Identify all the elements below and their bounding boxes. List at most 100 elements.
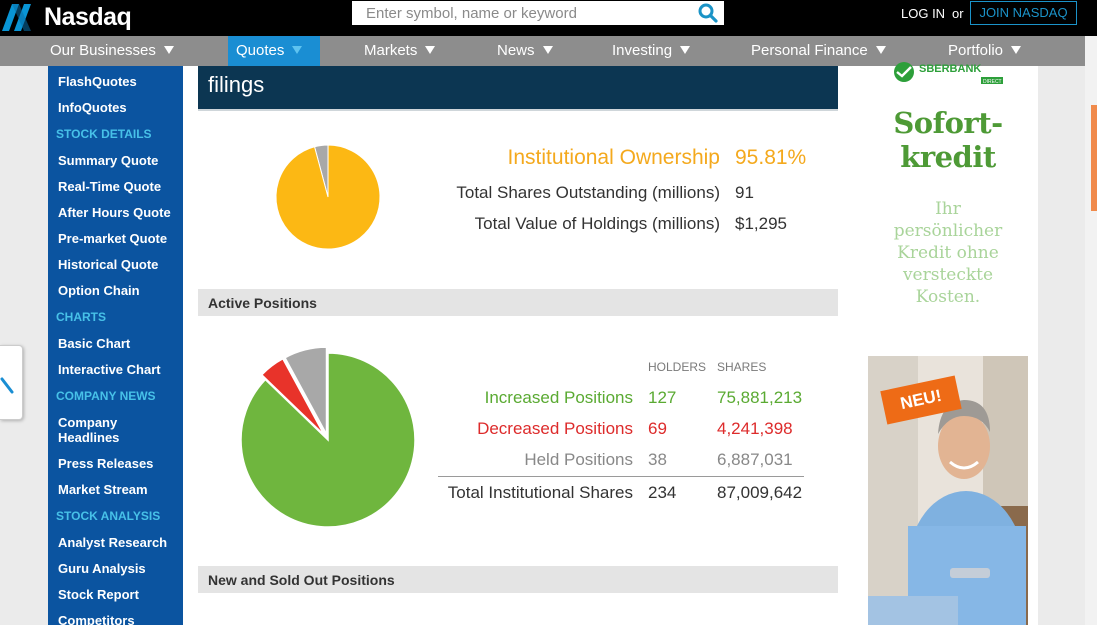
caret-down-icon [1011, 46, 1022, 54]
active-positions-pie [240, 346, 416, 528]
ad-subtext-line: Kredit ohne [897, 243, 999, 263]
sidebar-item-competitors[interactable]: Competitors [58, 613, 135, 625]
nav-news[interactable]: News [497, 36, 553, 66]
nav-our-businesses[interactable]: Our Businesses [50, 36, 174, 66]
sidebar-item-summary-quote[interactable]: Summary Quote [58, 153, 159, 168]
sidebar-item-company-headlines[interactable]: Company Headlines [58, 415, 120, 445]
table-divider [438, 476, 804, 477]
sidebar-item-historical-quote[interactable]: Historical Quote [58, 257, 159, 272]
sidebar-heading-charts: CHARTS [56, 310, 106, 324]
nav-personal-finance[interactable]: Personal Finance [751, 36, 886, 66]
ad-subtext-line: Kosten. [915, 287, 981, 307]
total-shares: 87,009,642 [717, 483, 803, 502]
ad-subtext-line: versteckte [902, 265, 994, 285]
ad-subtext-line: persönlicher [893, 221, 1003, 241]
nav-label: Investing [612, 42, 673, 59]
section-title: Active Positions [208, 295, 317, 311]
nav-investing[interactable]: Investing [612, 36, 691, 66]
pie-slice-held-positions [284, 346, 328, 435]
caret-down-icon [542, 46, 553, 54]
active-positions-header: Active Positions [198, 289, 838, 316]
sidebar-item-guru-analysis[interactable]: Guru Analysis [58, 561, 146, 576]
increased-holders: 127 [648, 388, 677, 407]
shares-outstanding-label: Total Shares Outstanding (millions) [456, 183, 720, 202]
decreased-holders: 69 [648, 419, 667, 438]
sidebar-item-interactive-chart[interactable]: Interactive Chart [58, 362, 161, 377]
ad-subtext: Ihr persönlicher Kredit ohne versteckte … [868, 198, 1028, 308]
sidebar-item-infoquotes[interactable]: InfoQuotes [58, 100, 127, 115]
section-title: New and Sold Out Positions [208, 572, 395, 588]
sidebar-item-real-time-quote[interactable]: Real-Time Quote [58, 179, 162, 194]
nav-label: Markets [364, 42, 418, 59]
brand-name: Nasdaq [44, 2, 132, 31]
held-holders: 38 [648, 450, 667, 469]
decreased-shares: 4,241,398 [717, 419, 793, 438]
ad-headline-line: kredit [900, 140, 996, 174]
top-bar: Nasdaq LOG IN or JOIN NASDAQ [0, 0, 1097, 36]
shares-outstanding-value: 91 [735, 183, 754, 202]
pencil-icon [0, 377, 14, 394]
increased-positions-label: Increased Positions [484, 388, 633, 407]
institutional-ownership-pie [275, 144, 381, 250]
caret-down-icon [425, 46, 436, 54]
sidebar-item-basic-chart[interactable]: Basic Chart [58, 336, 131, 351]
decreased-positions-label: Decreased Positions [477, 419, 633, 438]
nav-label: Personal Finance [751, 42, 868, 59]
nav-label: Our Businesses [50, 42, 156, 59]
sidebar-item-stock-report[interactable]: Stock Report [58, 587, 139, 602]
feedback-tab[interactable] [0, 345, 23, 420]
pie-slice-increased-positions [240, 352, 416, 528]
sidebar-item-press-releases[interactable]: Press Releases [58, 456, 154, 471]
main-nav: Our Businesses Quotes Markets News Inves… [0, 36, 1085, 66]
nav-portfolio[interactable]: Portfolio [948, 36, 1022, 66]
scrollbar-thumb[interactable] [1091, 105, 1097, 211]
institutional-ownership-label: Institutional Ownership [507, 146, 720, 169]
sberbank-brand-tag: DIRECT [983, 79, 1002, 85]
ad-headline-line: Sofort- [893, 106, 1003, 140]
nav-label: News [497, 42, 535, 59]
column-header-shares: SHARES [717, 360, 767, 374]
sidebar-item-market-stream[interactable]: Market Stream [58, 482, 148, 497]
value-holdings-label: Total Value of Holdings (millions) [474, 214, 720, 233]
search-input[interactable] [352, 1, 692, 25]
page-title-band [198, 66, 838, 109]
sidebar-item-analyst-research[interactable]: Analyst Research [58, 535, 168, 550]
login-link[interactable]: LOG IN [901, 6, 946, 21]
nasdaq-logo[interactable]: Nasdaq [0, 0, 132, 34]
sidebar-item-after-hours-quote[interactable]: After Hours Quote [58, 205, 171, 220]
caret-down-icon [163, 46, 174, 54]
held-positions-label: Held Positions [524, 450, 633, 469]
sberbank-logo: SBERBANK DIRECT [894, 62, 1003, 85]
sidebar-item-option-chain[interactable]: Option Chain [58, 283, 140, 298]
sidebar-heading-stock-details: STOCK DETAILS [56, 127, 152, 141]
caret-down-icon [875, 46, 886, 54]
nav-markets[interactable]: Markets [364, 36, 436, 66]
sidebar-item-flashquotes[interactable]: FlashQuotes [58, 74, 137, 89]
or-text: or [952, 6, 964, 21]
join-nasdaq-button[interactable]: JOIN NASDAQ [970, 1, 1077, 25]
nav-quotes[interactable]: Quotes [228, 36, 320, 66]
caret-down-icon [680, 46, 691, 54]
total-holders: 234 [648, 483, 677, 502]
sberbank-brand: SBERBANK [919, 63, 981, 75]
title-divider [198, 109, 838, 111]
page-title: filings [208, 72, 265, 97]
caret-down-icon [292, 46, 303, 54]
nav-label: Quotes [236, 42, 285, 59]
sidebar-item-pre-market-quote[interactable]: Pre-market Quote [58, 231, 168, 246]
column-header-holders: HOLDERS [648, 360, 707, 374]
sberbank-logo-icon [894, 62, 914, 82]
search-icon[interactable] [698, 3, 718, 23]
value-holdings-value: $1,295 [735, 214, 787, 233]
new-sold-positions-header: New and Sold Out Positions [198, 566, 838, 593]
institutional-ownership-value: 95.81% [735, 146, 807, 169]
ad-headline: Sofort- kredit [868, 106, 1028, 174]
sidebar-heading-company-news: COMPANY NEWS [56, 389, 156, 403]
nav-label: Portfolio [948, 42, 1004, 59]
ad-subtext-line: Ihr [935, 199, 961, 219]
pie-slice-decreased-positions [260, 357, 326, 436]
sidebar-heading-stock-analysis: STOCK ANALYSIS [56, 509, 161, 523]
held-shares: 6,887,031 [717, 450, 793, 469]
sidebar [48, 66, 183, 625]
increased-shares: 75,881,213 [717, 388, 803, 407]
